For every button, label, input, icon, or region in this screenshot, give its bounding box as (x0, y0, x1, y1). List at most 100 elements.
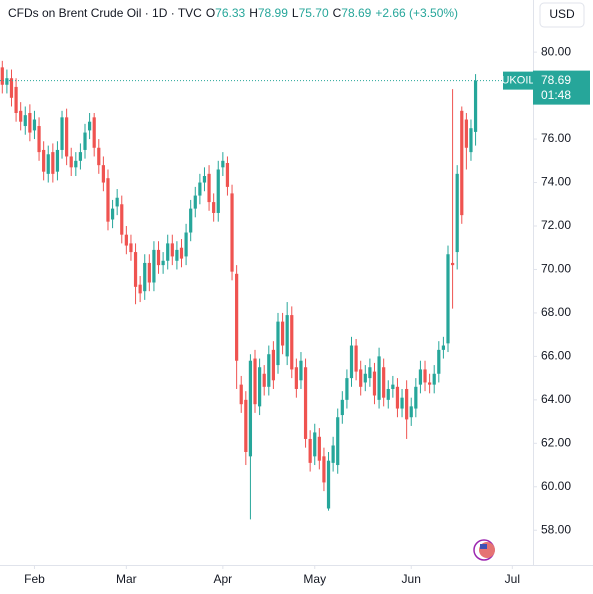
candle-body (409, 406, 413, 418)
candle-body (212, 202, 216, 213)
candle-body (428, 382, 432, 385)
ohlc-label: O (206, 6, 215, 20)
candle-body (198, 182, 202, 196)
candle-body (23, 115, 27, 127)
candle-body (124, 234, 128, 246)
candle-body (60, 117, 64, 150)
icon-canton (480, 544, 487, 549)
candle-body (32, 119, 37, 131)
candle-body (276, 321, 280, 366)
ohlc-value: 78.99 (258, 6, 288, 20)
candle-body (235, 273, 239, 361)
y-tick-label: 72.00 (541, 218, 571, 232)
candle-body (345, 378, 349, 400)
candle-body (216, 169, 220, 213)
y-tick-label: 66.00 (541, 349, 571, 363)
candle-body (382, 367, 386, 398)
candle-body (391, 384, 395, 389)
candle-body (395, 386, 400, 409)
candle-body (248, 360, 253, 457)
candle-body (423, 369, 427, 383)
candle-body (161, 260, 165, 266)
candle-body (267, 354, 271, 387)
candle-body (372, 371, 377, 396)
candle-body (303, 367, 308, 439)
candle-body (225, 162, 230, 187)
candle-body (0, 67, 4, 85)
candle-body (202, 176, 207, 183)
y-tick-label: 80.00 (541, 44, 571, 58)
currency-label: USD (549, 7, 575, 21)
ohlc-label: L (292, 6, 299, 20)
candle-body (28, 113, 32, 133)
candle-body (78, 152, 83, 161)
candle-body (368, 367, 372, 379)
price-tag (533, 70, 590, 105)
candle-body (97, 147, 101, 166)
candle-body (473, 80, 478, 132)
x-tick-label: Feb (24, 572, 45, 586)
candle-body (179, 247, 184, 259)
x-tick-label: May (303, 572, 326, 586)
candle-body (317, 436, 321, 461)
candle-body (257, 367, 262, 407)
candle-body (87, 121, 92, 131)
candle-body (51, 152, 55, 174)
candle-body (129, 243, 133, 253)
candle-body (156, 249, 161, 266)
y-tick-label: 62.00 (541, 435, 571, 449)
countdown-label: 01:48 (541, 88, 571, 102)
x-tick-label: Jun (402, 572, 421, 586)
candle-body (5, 78, 9, 85)
candle-body (253, 358, 257, 405)
candle-body (207, 173, 211, 203)
candle-body (437, 349, 441, 374)
candle-body (359, 369, 363, 387)
candle-body (244, 399, 248, 452)
candle-body (460, 110, 464, 216)
y-tick-label: 58.00 (541, 522, 571, 536)
candle-body (336, 417, 340, 466)
symbol-tag (503, 71, 533, 90)
price-tag-label: 78.69 (541, 73, 571, 87)
candle-body (120, 204, 124, 235)
candle-body (313, 432, 317, 457)
candle-body (92, 117, 96, 148)
candle-body (14, 86, 18, 113)
candle-body (193, 195, 197, 209)
candle-body (432, 373, 436, 385)
candle-body (143, 262, 147, 292)
candle-body (349, 345, 354, 379)
candle-body (166, 243, 170, 261)
candle-body (464, 119, 468, 148)
candle-body (46, 154, 50, 174)
candle-body (400, 397, 404, 409)
currency-button[interactable] (539, 2, 585, 28)
candle-body (285, 315, 289, 357)
candle-body (441, 345, 446, 350)
candle-body (19, 110, 23, 122)
ohlc-label: C (333, 6, 342, 20)
candle-body (138, 284, 142, 294)
candle-body (106, 178, 110, 222)
candle-body (326, 460, 331, 509)
candle-body (65, 117, 69, 157)
candle-body (280, 321, 285, 346)
candle-body (308, 438, 312, 463)
candle-body (446, 254, 450, 344)
candle-body (450, 262, 455, 266)
y-tick-label: 60.00 (541, 479, 571, 493)
change-value: +2.66 (+3.50%) (375, 6, 458, 20)
candle-body (262, 373, 266, 387)
candle-body (221, 160, 225, 168)
flag-icon[interactable] (473, 539, 495, 561)
candle-body (239, 384, 243, 405)
candle-body (469, 128, 473, 153)
candle-body (405, 388, 409, 420)
candle-body (354, 345, 358, 372)
candle-body (386, 388, 390, 400)
candle-body (455, 173, 459, 253)
